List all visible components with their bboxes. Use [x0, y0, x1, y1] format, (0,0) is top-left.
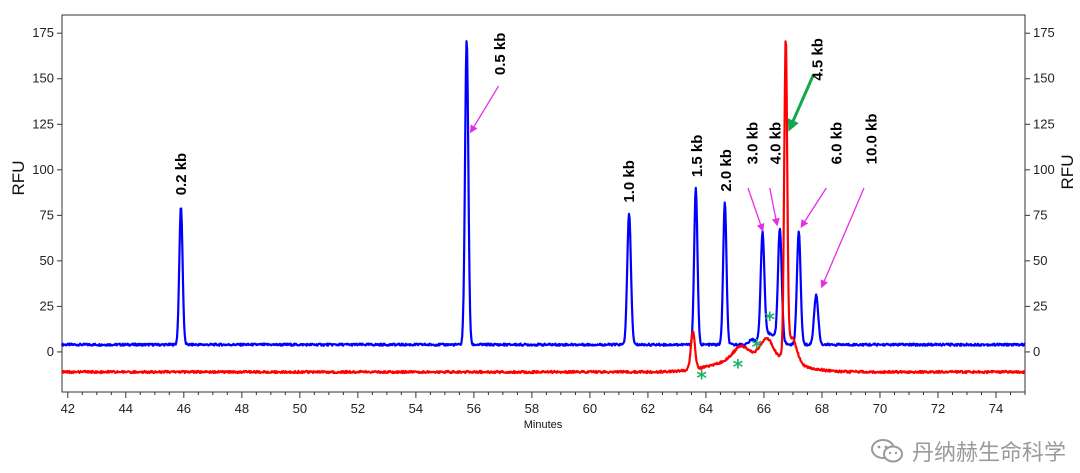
x-tick-label: 64 — [699, 401, 713, 416]
y-tick-label-left: 175 — [32, 25, 54, 40]
y-tick-label-right: 50 — [1033, 253, 1047, 268]
y-tick-label-right: 0 — [1033, 344, 1040, 359]
asterisk-marker: * — [733, 355, 744, 379]
x-tick-label: 44 — [119, 401, 133, 416]
watermark-text: 丹纳赫生命科学 — [911, 441, 1066, 466]
asterisk-marker: * — [765, 308, 776, 332]
x-tick-label: 72 — [931, 401, 945, 416]
annotation-arrow — [820, 187, 865, 289]
x-tick-label: 68 — [815, 401, 829, 416]
ladder-trace-blue — [60, 40, 1026, 347]
asterisk-marker: * — [751, 335, 762, 359]
annotation-arrow — [747, 187, 765, 232]
asterisk-marker: * — [696, 366, 707, 390]
y-tick-label-right: 125 — [1033, 116, 1055, 131]
x-tick-label: 46 — [177, 401, 191, 416]
x-tick-label: 58 — [525, 401, 539, 416]
plot-frame — [61, 14, 1026, 393]
y-tick-label-left: 125 — [32, 116, 54, 131]
y-tick-label-left: 100 — [32, 162, 54, 177]
y-tick-label-right: 75 — [1033, 207, 1047, 222]
y-tick-label-left: 0 — [47, 344, 54, 359]
x-tick-label: 70 — [873, 401, 887, 416]
annotation-arrow — [787, 74, 815, 132]
annotation-arrow — [769, 187, 780, 227]
y-tick-label-right: 100 — [1033, 162, 1055, 177]
y-tick-label-left: 25 — [40, 298, 54, 313]
x-tick-label: 62 — [641, 401, 655, 416]
y-axis-label-right: RFU — [1058, 155, 1077, 190]
x-tick-label: 74 — [989, 401, 1003, 416]
size-label: 3.0 kb — [744, 122, 761, 165]
y-tick-label-left: 75 — [40, 207, 54, 222]
y-tick-label-left: 150 — [32, 71, 54, 86]
size-label: 2.0 kb — [718, 149, 735, 192]
y-tick-label-right: 150 — [1033, 71, 1055, 86]
size-label: 10.0 kb — [863, 113, 880, 164]
size-label: 0.2 kb — [173, 153, 190, 196]
size-label: 1.0 kb — [621, 160, 638, 203]
size-label: 0.5 kb — [492, 33, 509, 76]
x-axis-label: Minutes — [524, 419, 563, 431]
annotation-arrow — [469, 85, 500, 134]
x-tick-label: 42 — [61, 401, 75, 416]
y-tick-label-right: 175 — [1033, 25, 1055, 40]
y-tick-label-left: 50 — [40, 253, 54, 268]
x-tick-label: 50 — [293, 401, 307, 416]
size-label: 4.0 kb — [768, 122, 785, 165]
x-tick-label: 60 — [583, 401, 597, 416]
x-tick-label: 48 — [235, 401, 249, 416]
wechat-icon — [870, 439, 903, 463]
y-axis-label-left: RFU — [9, 161, 28, 196]
size-label: 6.0 kb — [828, 122, 845, 165]
x-tick-label: 56 — [467, 401, 481, 416]
y-tick-label-right: 25 — [1033, 298, 1047, 313]
x-tick-label: 66 — [757, 401, 771, 416]
size-label: 1.5 kb — [689, 135, 706, 178]
annotation-arrow — [800, 187, 827, 228]
x-tick-label: 52 — [351, 401, 365, 416]
x-tick-label: 54 — [409, 401, 423, 416]
sample-trace-red — [61, 40, 1026, 375]
size-label: 4.5 kb — [810, 38, 827, 81]
watermark: 丹纳赫生命科学 — [870, 435, 1066, 467]
